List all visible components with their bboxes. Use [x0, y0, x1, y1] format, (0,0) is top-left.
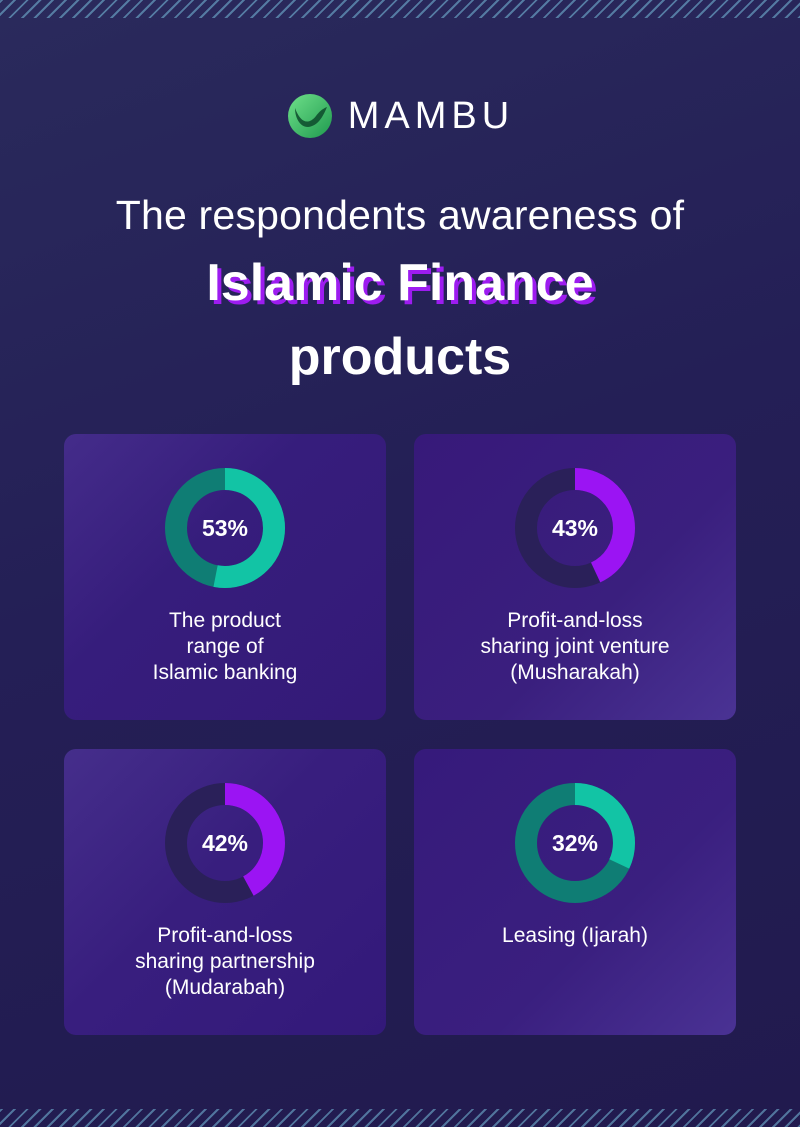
donut-chart: 42% — [164, 782, 286, 904]
stat-card-label: Profit-and-loss sharing joint venture (M… — [414, 608, 736, 686]
donut-chart: 53% — [164, 467, 286, 589]
label-line: sharing joint venture — [480, 635, 670, 658]
logo-text: MAMBU — [347, 94, 515, 137]
label-line: (Musharakah) — [510, 661, 640, 684]
donut-chart: 32% — [514, 782, 636, 904]
label-line: (Mudarabah) — [164, 976, 286, 999]
label-line: Leasing (Ijarah) — [502, 924, 648, 947]
donut-value-label: 53% — [201, 514, 249, 541]
stat-card-ijarah: 32% Leasing (Ijarah) — [414, 749, 736, 1035]
label-line: range of — [186, 635, 264, 658]
stat-card-mudarabah: 42% Profit-and-loss sharing partnership … — [64, 749, 386, 1035]
donut-chart: 43% — [514, 467, 636, 589]
stat-card-label: The product range of Islamic banking — [64, 608, 386, 686]
stat-card-product-range: 53% The product range of Islamic banking — [64, 434, 386, 720]
mambu-logo-icon — [287, 94, 332, 138]
page-subtitle: The respondents awareness of — [115, 192, 685, 238]
donut-value-arc — [165, 783, 285, 903]
label-line: The product — [168, 609, 282, 632]
label-line: Islamic banking — [152, 661, 298, 684]
donut-value-label: 32% — [551, 829, 599, 856]
top-stripe-decoration — [0, 0, 800, 18]
label-line: Profit-and-loss — [157, 924, 293, 947]
donut-value-arc — [165, 468, 285, 588]
page-title-line-2: products — [288, 328, 512, 386]
label-line: sharing partnership — [135, 950, 315, 973]
donut-value-arc — [515, 783, 635, 903]
stat-card-label: Leasing (Ijarah) — [414, 923, 736, 949]
stat-card-label: Profit-and-loss sharing partnership (Mud… — [64, 923, 386, 1001]
bottom-stripe-decoration — [0, 1109, 800, 1127]
donut-value-label: 43% — [551, 514, 599, 541]
logo: MAMBU — [0, 92, 800, 140]
donut-value-arc — [515, 468, 635, 588]
donut-value-label: 42% — [201, 829, 249, 856]
page-title-line-1: Islamic Finance — [206, 254, 594, 312]
label-line: Profit-and-loss — [507, 609, 643, 632]
stat-card-musharakah: 43% Profit-and-loss sharing joint ventur… — [414, 434, 736, 720]
